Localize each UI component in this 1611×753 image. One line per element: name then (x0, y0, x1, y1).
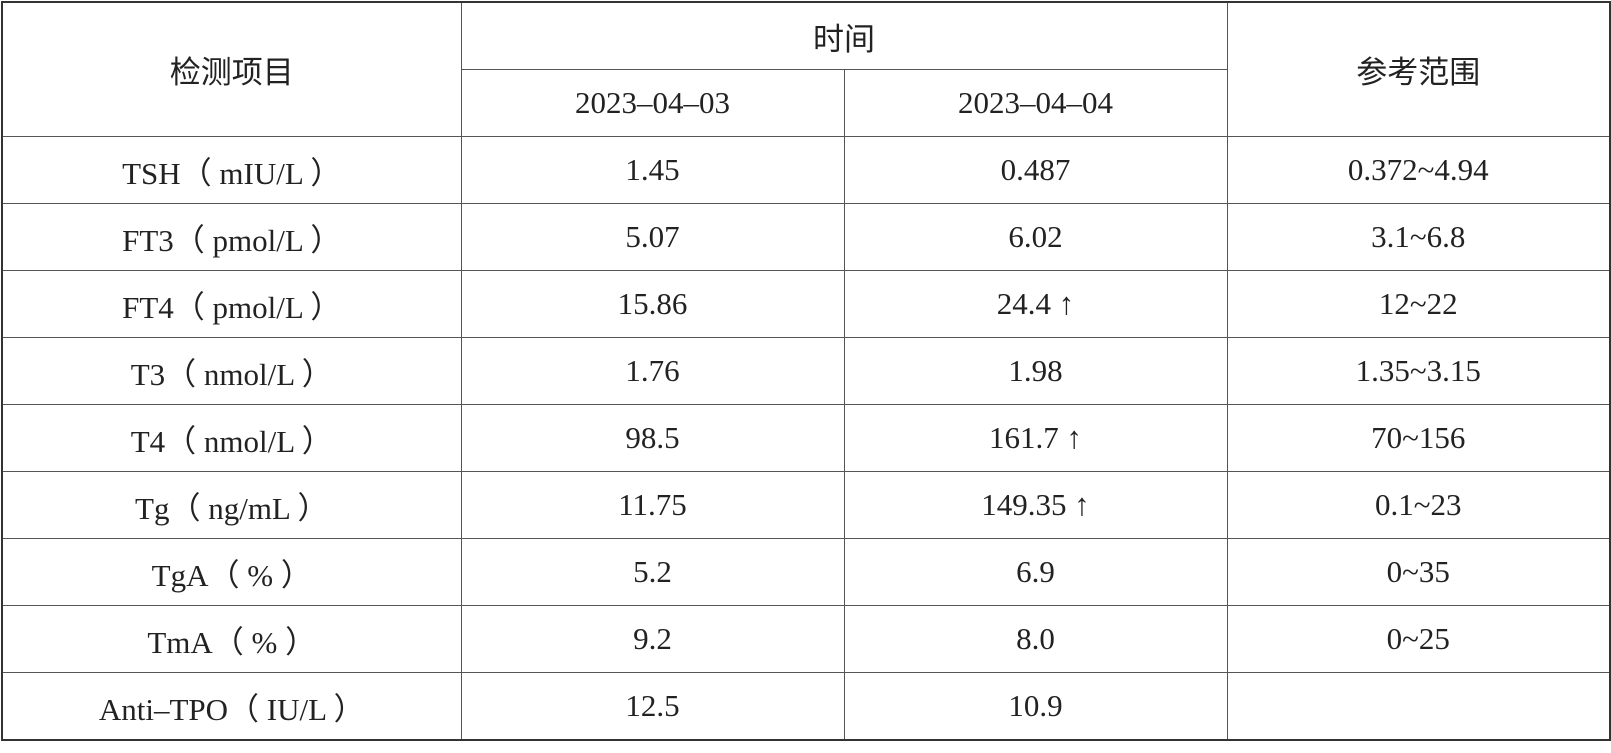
table-row: Anti–TPO（ IU/L ） 12.5 10.9 (1, 672, 1611, 741)
table-row: TmA（ % ） 9.2 8.0 0~25 (1, 605, 1611, 673)
table-row: TSH（ mIU/L ） 1.45 0.487 0.372~4.94 (1, 136, 1611, 204)
table-cell: 0.372~4.94 (1226, 136, 1611, 204)
table-row: T4（ nmol/L ） 98.5 161.7 ↑ 70~156 (1, 404, 1611, 472)
header-cell: 2023–04–03 (460, 69, 845, 137)
table-cell: 6.9 (843, 538, 1228, 606)
table-cell: 3.1~6.8 (1226, 203, 1611, 271)
table-cell: TSH（ mIU/L ） (1, 136, 462, 204)
table-cell: TmA（ % ） (1, 605, 462, 673)
header-cell: 2023–04–04 (843, 69, 1228, 137)
table-cell: 5.07 (460, 203, 845, 271)
table-cell: 1.45 (460, 136, 845, 204)
table-cell: Tg（ ng/mL ） (1, 471, 462, 539)
table-cell: FT4（ pmol/L ） (1, 270, 462, 338)
table-cell: T3（ nmol/L ） (1, 337, 462, 405)
table-cell: 0.487 (843, 136, 1228, 204)
table-cell: 149.35 ↑ (843, 471, 1228, 539)
table-cell: Anti–TPO（ IU/L ） (1, 672, 462, 741)
table-cell: 0~25 (1226, 605, 1611, 673)
table-cell: 15.86 (460, 270, 845, 338)
table-row: T3（ nmol/L ） 1.76 1.98 1.35~3.15 (1, 337, 1611, 405)
header-cell: 检测项目 (1, 1, 462, 137)
table-cell (1226, 672, 1611, 741)
header-row: 2023–04–03 2023–04–04 (2, 69, 1610, 137)
table-cell: 70~156 (1226, 404, 1611, 472)
table-cell: 12~22 (1226, 270, 1611, 338)
table-row: TgA（ % ） 5.2 6.9 0~35 (1, 538, 1611, 606)
table-cell: 98.5 (460, 404, 845, 472)
table-cell: FT3（ pmol/L ） (1, 203, 462, 271)
table-row: FT4（ pmol/L ） 15.86 24.4 ↑ 12~22 (1, 270, 1611, 338)
header-cell: 参考范围 (1226, 1, 1611, 137)
table-cell: 0~35 (1226, 538, 1611, 606)
table-cell: 1.35~3.15 (1226, 337, 1611, 405)
table-cell: 5.2 (460, 538, 845, 606)
table-cell: 1.98 (843, 337, 1228, 405)
table-row: FT3（ pmol/L ） 5.07 6.02 3.1~6.8 (1, 203, 1611, 271)
table-cell: TgA（ % ） (1, 538, 462, 606)
table-cell: 0.1~23 (1226, 471, 1611, 539)
table-cell: 1.76 (460, 337, 845, 405)
table-cell: 24.4 ↑ (843, 270, 1228, 338)
table-cell: 11.75 (460, 471, 845, 539)
table-cell: 6.02 (843, 203, 1228, 271)
table-cell: 161.7 ↑ (843, 404, 1228, 472)
table-cell: 10.9 (843, 672, 1228, 741)
header-cell: 时间 (460, 1, 1228, 70)
table-cell: T4（ nmol/L ） (1, 404, 462, 472)
table-row: Tg（ ng/mL ） 11.75 149.35 ↑ 0.1~23 (1, 471, 1611, 539)
header-row: 检测项目 时间 参考范围 (1, 1, 1611, 137)
table-cell: 12.5 (460, 672, 845, 741)
table-cell: 8.0 (843, 605, 1228, 673)
table-cell: 9.2 (460, 605, 845, 673)
